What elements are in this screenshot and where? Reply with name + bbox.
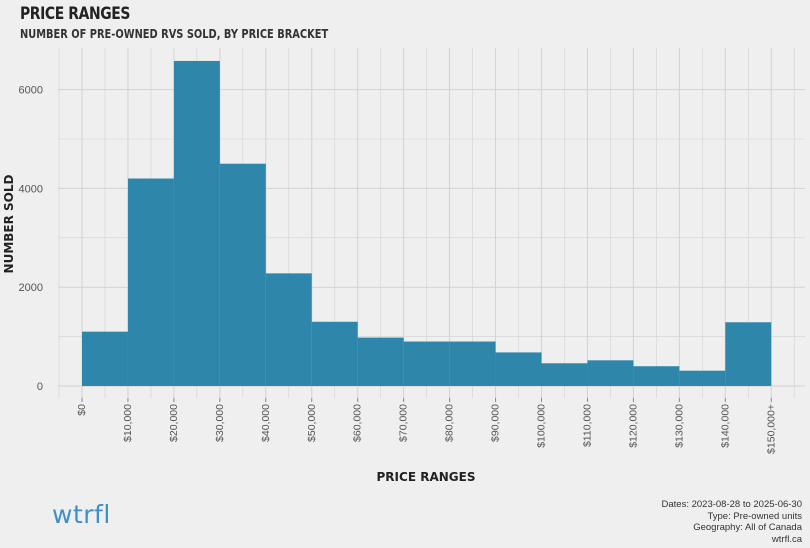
chart-title: PRICE RANGES bbox=[20, 4, 131, 24]
x-tick-label: $40,000 bbox=[260, 404, 272, 442]
bar-$30,000 bbox=[219, 163, 266, 386]
x-tick-label: $110,000 bbox=[581, 404, 593, 447]
x-tick-label: $120,000 bbox=[627, 404, 639, 448]
x-tick-label: $80,000 bbox=[444, 404, 456, 442]
y-tick-label: 0 bbox=[37, 381, 43, 393]
x-tick-label: $30,000 bbox=[214, 404, 226, 442]
bar-$60,000 bbox=[357, 337, 404, 386]
bar-$140,000 bbox=[725, 322, 772, 386]
x-tick-label: $70,000 bbox=[398, 404, 410, 442]
y-tick-label: 2000 bbox=[19, 282, 43, 294]
x-tick-label: $140,000 bbox=[719, 404, 731, 448]
y-tick-label: 6000 bbox=[19, 85, 43, 97]
bar-$120,000 bbox=[633, 366, 680, 386]
bar-$80,000 bbox=[449, 341, 496, 386]
x-tick-label: $90,000 bbox=[490, 404, 502, 442]
bar-$110,000 bbox=[587, 360, 634, 386]
x-axis-ticks: $0 $10,000 $20,000 $30,000 $40,000 $50,000 $60… bbox=[76, 398, 777, 454]
x-tick-label: $50,000 bbox=[306, 404, 318, 442]
bar-$20,000 bbox=[173, 60, 220, 386]
footer-type: Type: Pre-owned units bbox=[707, 510, 802, 522]
y-axis-title: NUMBER SOLD bbox=[2, 174, 16, 273]
footer-website: wtrfl.ca bbox=[771, 533, 802, 545]
bar-$100,000 bbox=[541, 363, 588, 386]
bar-$70,000 bbox=[403, 341, 450, 386]
footer-geography: Geography: All of Canada bbox=[693, 522, 802, 533]
y-tick-label: 4000 bbox=[19, 183, 43, 195]
bar-$40,000 bbox=[265, 273, 312, 386]
footer-notes: Dates: 2023-08-28 to 2025-06-30 Type: Pr… bbox=[662, 499, 803, 545]
x-tick-label: $0 bbox=[76, 404, 88, 416]
x-tick-label: $130,000 bbox=[673, 404, 685, 448]
x-tick-label: $150,000+ bbox=[765, 404, 777, 454]
footer-dates: Dates: 2023-08-28 to 2025-06-30 bbox=[661, 499, 803, 510]
histogram-chart: 0 2000 4000 6000 $0 $10,000 $20,000 $30,000 $40… bbox=[2, 48, 805, 484]
bar-$50,000 bbox=[311, 321, 358, 386]
bar-$130,000 bbox=[679, 370, 726, 386]
x-tick-label: $10,000 bbox=[122, 404, 134, 442]
bar-$90,000 bbox=[495, 352, 542, 386]
chart-subtitle: NUMBER OF PRE-OWNED RVS SOLD, BY PRICE B… bbox=[20, 27, 329, 41]
x-tick-label: $20,000 bbox=[168, 404, 180, 442]
y-axis-ticks: 0 2000 4000 6000 bbox=[19, 85, 43, 393]
wtrfl-logo: wtrfl bbox=[52, 500, 111, 529]
x-tick-label: $100,000 bbox=[536, 404, 548, 448]
bar-$10,000 bbox=[127, 178, 174, 386]
x-axis-title: PRICE RANGES bbox=[377, 470, 476, 484]
x-tick-label: $60,000 bbox=[352, 404, 364, 442]
bar-$0 bbox=[82, 331, 128, 386]
bars-group bbox=[82, 60, 772, 386]
